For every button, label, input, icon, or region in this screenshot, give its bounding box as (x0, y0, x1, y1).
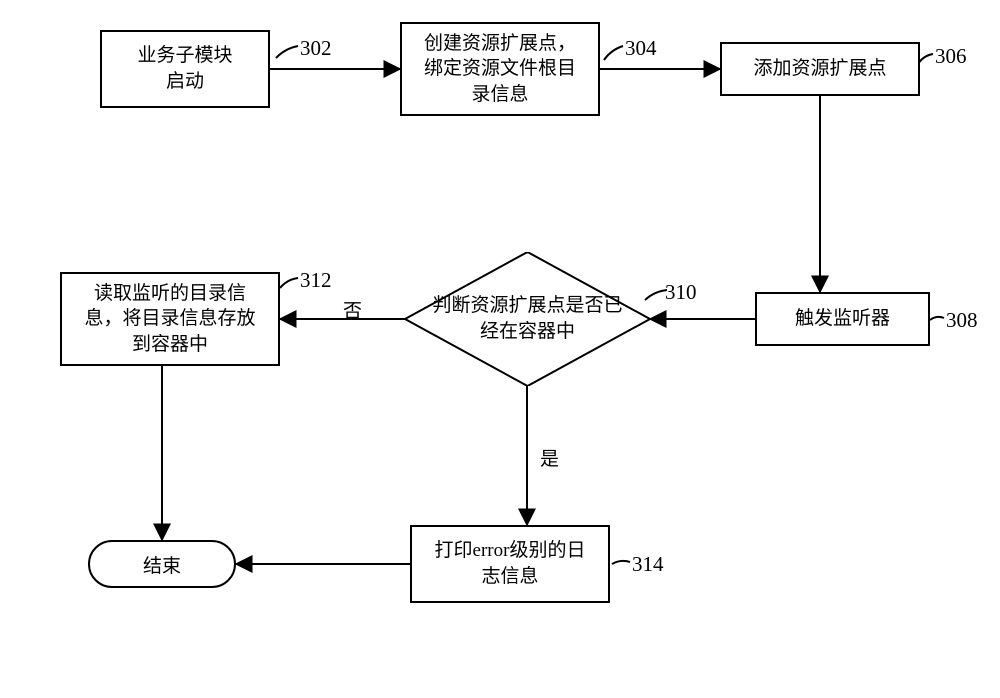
node-label: 业务子模块启动 (137, 43, 232, 94)
node-label: 读取监听的目录信息，将目录信息存放到容器中 (84, 281, 255, 358)
node-label: 触发监听器 (795, 306, 890, 332)
node-314-print-error-log: 打印error级别的日志信息 (410, 525, 610, 603)
ref-312: 312 (300, 268, 332, 293)
ref-connector (930, 317, 944, 320)
ref-connector (612, 561, 630, 564)
node-308-trigger-listener: 触发监听器 (755, 292, 930, 346)
node-label: 打印error级别的日志信息 (435, 538, 586, 589)
node-310-decision-in-container: 判断资源扩展点是否已经在容器中 (405, 252, 650, 386)
node-306-add-ext-point: 添加资源扩展点 (720, 42, 920, 96)
ref-connector (276, 46, 298, 58)
ref-304: 304 (625, 36, 657, 61)
node-label: 判断资源扩展点是否已经在容器中 (429, 293, 626, 344)
edge-label-yes: 是 (540, 444, 559, 471)
ref-308: 308 (946, 308, 978, 333)
ref-310: 310 (665, 280, 697, 305)
node-302-start-submodule: 业务子模块启动 (100, 30, 270, 108)
node-end-terminator: 结束 (88, 540, 236, 588)
node-312-store-directory: 读取监听的目录信息，将目录信息存放到容器中 (60, 272, 280, 366)
ref-302: 302 (300, 36, 332, 61)
ref-connector (604, 46, 623, 60)
node-label: 添加资源扩展点 (753, 56, 886, 82)
ref-306: 306 (935, 44, 967, 69)
edge-label-no: 否 (343, 296, 362, 323)
ref-connector (918, 54, 933, 64)
ref-314: 314 (632, 552, 664, 577)
ref-connector (280, 278, 298, 288)
node-label: 结束 (143, 551, 181, 578)
node-label: 创建资源扩展点，绑定资源文件根目录信息 (424, 31, 576, 108)
flowchart-canvas: 业务子模块启动 创建资源扩展点，绑定资源文件根目录信息 添加资源扩展点 触发监听… (0, 0, 1000, 698)
node-304-create-ext-point: 创建资源扩展点，绑定资源文件根目录信息 (400, 22, 600, 116)
